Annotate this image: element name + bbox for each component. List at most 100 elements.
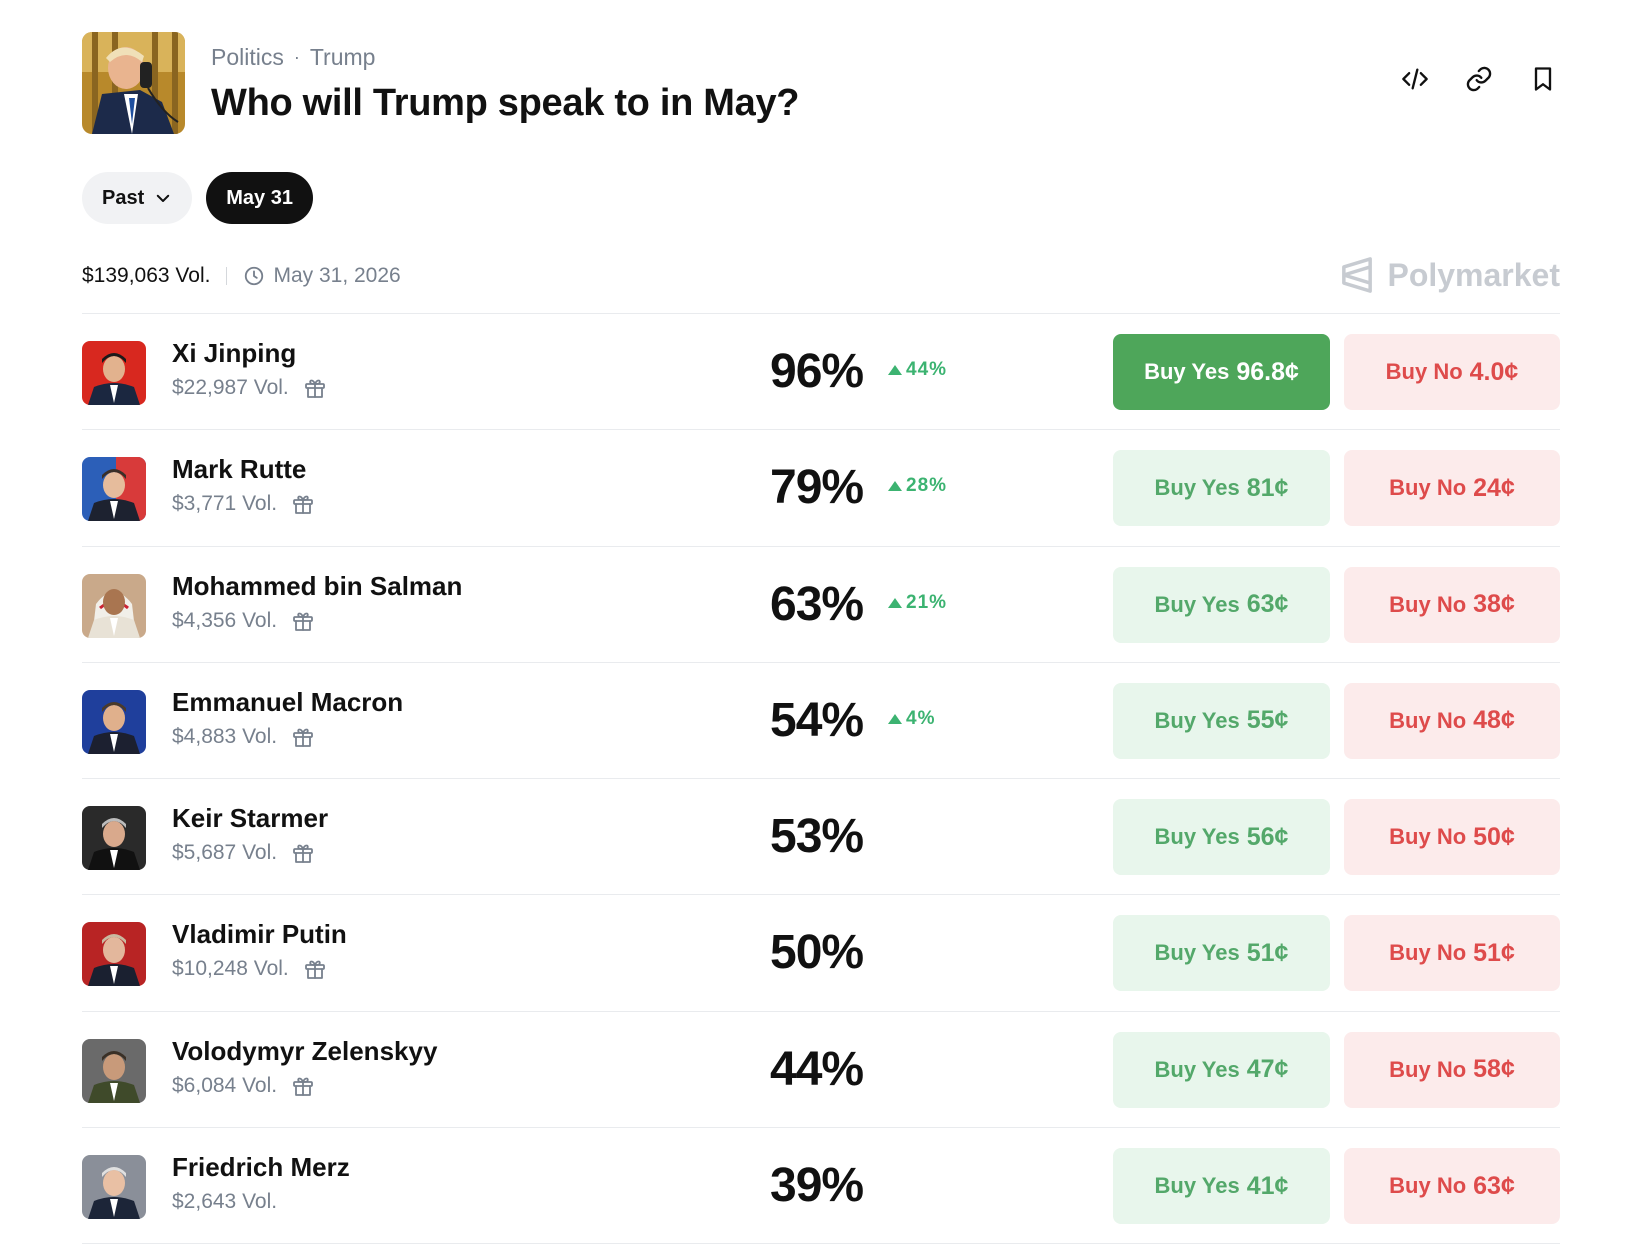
- outcome-name[interactable]: Mohammed bin Salman: [172, 570, 463, 601]
- buy-yes-price: 47¢: [1246, 1055, 1289, 1084]
- buy-yes-label: Buy Yes: [1154, 940, 1240, 966]
- trend-up-icon: [888, 481, 902, 492]
- buy-no-button[interactable]: Buy No 4.0¢: [1344, 334, 1560, 410]
- outcome-row[interactable]: Emmanuel Macron $4,883 Vol. 54% 4% Buy Y…: [82, 663, 1560, 780]
- breadcrumb-trump[interactable]: Trump: [309, 44, 376, 70]
- outcome-name[interactable]: Vladimir Putin: [172, 919, 347, 950]
- buy-no-button[interactable]: Buy No 51¢: [1344, 915, 1560, 992]
- trend-up-icon: [888, 713, 902, 724]
- buy-no-price: 38¢: [1473, 590, 1515, 619]
- avatar: [82, 341, 146, 405]
- outcome-volume-text: $10,248 Vol.: [172, 957, 289, 981]
- page-title: Who will Trump speak to in May?: [211, 82, 800, 124]
- embed-code-icon[interactable]: [1398, 62, 1432, 96]
- outcome-row[interactable]: Vladimir Putin $10,248 Vol. 50% Buy Yes …: [82, 895, 1560, 1012]
- outcome-volume: $5,687 Vol.: [172, 841, 315, 865]
- date-pill-may-31[interactable]: May 31: [206, 172, 313, 224]
- gift-icon[interactable]: [291, 1074, 315, 1098]
- outcome-change: 21%: [888, 592, 947, 614]
- outcome-row[interactable]: Volodymyr Zelenskyy $6,084 Vol. 44% Buy …: [82, 1012, 1560, 1129]
- buy-no-price: 4.0¢: [1469, 357, 1519, 386]
- breadcrumb-separator: ·: [293, 47, 300, 67]
- meta-divider: [226, 267, 228, 285]
- outcome-percent: 54%: [770, 693, 864, 747]
- outcome-name[interactable]: Emmanuel Macron: [172, 686, 404, 717]
- outcome-percent: 39%: [770, 1159, 864, 1213]
- outcome-name[interactable]: Xi Jinping: [172, 338, 297, 368]
- buy-yes-label: Buy Yes: [1154, 1056, 1240, 1082]
- buy-yes-price: 63¢: [1246, 590, 1289, 619]
- outcome-row[interactable]: Mohammed bin Salman $4,356 Vol. 63% 21% …: [82, 547, 1560, 663]
- buy-no-label: Buy No: [1389, 1173, 1467, 1199]
- breadcrumb-politics[interactable]: Politics: [211, 44, 284, 70]
- buy-no-button[interactable]: Buy No 48¢: [1344, 682, 1560, 759]
- buy-yes-button[interactable]: Buy Yes 96.8¢: [1113, 334, 1330, 410]
- buy-no-price: 50¢: [1473, 822, 1515, 851]
- buy-yes-button[interactable]: Buy Yes 55¢: [1113, 682, 1330, 759]
- buy-yes-button[interactable]: Buy Yes 63¢: [1113, 566, 1330, 643]
- buy-no-button[interactable]: Buy No 58¢: [1344, 1031, 1560, 1108]
- outcome-volume: $3,771 Vol.: [172, 492, 315, 516]
- outcome-change: 28%: [888, 475, 947, 497]
- outcome-percent: 53%: [770, 810, 864, 864]
- gift-icon[interactable]: [291, 841, 315, 865]
- outcome-change: 44%: [888, 359, 947, 381]
- buy-no-label: Buy No: [1385, 359, 1463, 384]
- clock-icon: [245, 266, 264, 286]
- outcome-row[interactable]: Xi Jinping $22,987 Vol. 96% 44% Buy Yes …: [82, 314, 1560, 431]
- buy-yes-price: 81¢: [1246, 473, 1289, 502]
- gift-icon[interactable]: [291, 492, 315, 516]
- gift-icon[interactable]: [291, 609, 315, 633]
- outcome-name[interactable]: Mark Rutte: [172, 454, 307, 485]
- buy-yes-button[interactable]: Buy Yes 41¢: [1113, 1148, 1330, 1225]
- date-filters: Past May 31: [82, 172, 313, 224]
- outcome-volume: $2,643 Vol.: [172, 1190, 277, 1214]
- buy-no-label: Buy No: [1389, 707, 1467, 733]
- buy-no-price: 58¢: [1473, 1055, 1515, 1084]
- past-dropdown[interactable]: Past: [82, 172, 193, 224]
- polymarket-logo: Polymarket: [1339, 256, 1560, 294]
- total-volume: $139,063 Vol.: [82, 264, 211, 287]
- buy-no-button[interactable]: Buy No 50¢: [1344, 799, 1560, 876]
- buy-yes-button[interactable]: Buy Yes 47¢: [1113, 1031, 1330, 1108]
- link-icon[interactable]: [1462, 62, 1496, 96]
- outcome-volume-text: $4,883 Vol.: [172, 724, 278, 748]
- buy-no-label: Buy No: [1389, 475, 1467, 501]
- outcome-row[interactable]: Friedrich Merz $2,643 Vol. 39% Buy Yes 4…: [82, 1128, 1560, 1245]
- gift-icon[interactable]: [303, 957, 327, 981]
- buy-no-button[interactable]: Buy No 63¢: [1344, 1148, 1560, 1225]
- outcome-change-text: 44%: [906, 359, 948, 380]
- outcome-volume: $4,883 Vol.: [172, 725, 315, 749]
- buy-no-button[interactable]: Buy No 38¢: [1344, 566, 1560, 643]
- polymarket-logo-icon: [1342, 257, 1373, 293]
- breadcrumb: Politics · Trump: [211, 44, 375, 71]
- buy-yes-button[interactable]: Buy Yes 56¢: [1113, 799, 1330, 876]
- outcome-name[interactable]: Friedrich Merz: [172, 1152, 350, 1183]
- gift-icon[interactable]: [291, 725, 315, 749]
- outcome-volume-text: $22,987 Vol.: [172, 376, 289, 399]
- buy-yes-label: Buy Yes: [1144, 359, 1230, 384]
- outcome-name[interactable]: Volodymyr Zelenskyy: [172, 1035, 438, 1066]
- outcome-percent: 96%: [770, 345, 864, 398]
- buy-no-button[interactable]: Buy No 24¢: [1344, 450, 1560, 527]
- bookmark-icon[interactable]: [1526, 62, 1560, 96]
- avatar: [82, 1038, 146, 1103]
- gift-icon[interactable]: [303, 376, 327, 400]
- avatar: [82, 689, 146, 754]
- trend-up-icon: [888, 365, 902, 375]
- buy-yes-button[interactable]: Buy Yes 51¢: [1113, 915, 1330, 992]
- outcome-name[interactable]: Keir Starmer: [172, 803, 329, 834]
- header-actions: [1398, 62, 1560, 96]
- past-label: Past: [102, 186, 145, 209]
- buy-yes-label: Buy Yes: [1154, 1173, 1240, 1199]
- market-image: [82, 32, 185, 134]
- outcome-row[interactable]: Mark Rutte $3,771 Vol. 79% 28% Buy Yes 8…: [82, 430, 1560, 547]
- buy-no-price: 51¢: [1473, 938, 1515, 967]
- buy-yes-label: Buy Yes: [1154, 591, 1240, 617]
- buy-no-label: Buy No: [1389, 824, 1467, 850]
- buy-yes-label: Buy Yes: [1154, 707, 1240, 733]
- buy-no-label: Buy No: [1389, 591, 1467, 617]
- avatar: [82, 1155, 146, 1220]
- buy-yes-button[interactable]: Buy Yes 81¢: [1113, 450, 1330, 527]
- outcome-row[interactable]: Keir Starmer $5,687 Vol. 53% Buy Yes 56¢…: [82, 779, 1560, 896]
